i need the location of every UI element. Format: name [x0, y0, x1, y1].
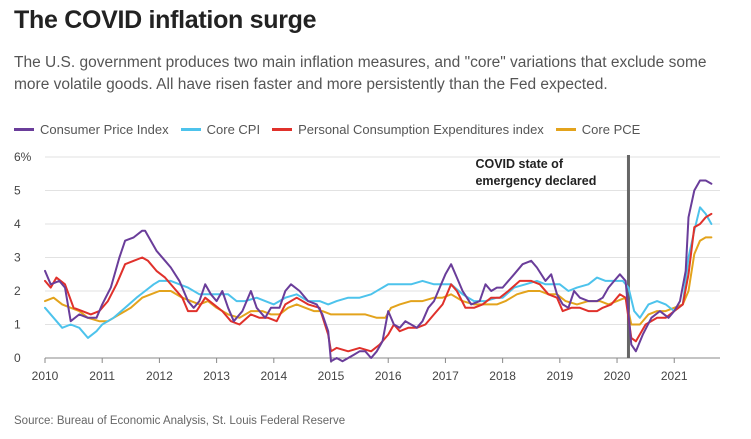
y-tick-label: 2 — [14, 284, 21, 298]
core-cpi-line — [44, 206, 713, 339]
legend-label-core-cpi: Core CPI — [206, 121, 261, 137]
legend-label-cpi: Consumer Price Index — [40, 121, 169, 137]
x-tick-label: 2018 — [489, 369, 516, 383]
x-tick-label: 2019 — [546, 369, 573, 383]
legend-swatch-cpi — [14, 127, 34, 131]
x-tick-label: 2014 — [260, 369, 287, 383]
y-tick-label: 6% — [14, 150, 32, 164]
cpi-line — [44, 179, 713, 363]
chart-legend: Consumer Price Index Core CPI Personal C… — [14, 120, 652, 138]
legend-label-core-pce: Core PCE — [581, 121, 641, 137]
x-tick-label: 2010 — [32, 369, 59, 383]
legend-swatch-core-pce — [555, 127, 576, 131]
source-note: Source: Bureau of Economic Analysis, St.… — [14, 415, 346, 427]
y-tick-label: 5 — [14, 184, 21, 198]
chart-subtitle: The U.S. government produces two main in… — [14, 54, 707, 93]
annotation-text: COVID state of — [475, 157, 563, 171]
legend-item-core-cpi: Core CPI — [180, 121, 261, 137]
x-tick-label: 2021 — [661, 369, 688, 383]
x-tick-label: 2015 — [318, 369, 345, 383]
legend-item-pce: Personal Consumption Expenditures index — [272, 122, 544, 137]
line-chart: 0 1 2 3 4 5 6% 2010 2011 2012 2013 2014 2015 2016 2017… — [14, 150, 720, 383]
y-tick-label: 1 — [14, 318, 21, 332]
legend-label-pce: Personal Consumption Expenditures index — [298, 121, 544, 137]
chart-title: The COVID inflation surge — [14, 6, 317, 34]
annotation-text: emergency declared — [475, 174, 596, 188]
y-tick-label: 0 — [14, 351, 21, 365]
legend-item-core-pce: Core PCE — [555, 121, 641, 137]
legend-swatch-pce — [272, 127, 293, 131]
x-tick-label: 2012 — [146, 369, 173, 383]
legend-swatch-core-cpi — [180, 127, 201, 131]
x-tick-label: 2020 — [604, 369, 631, 383]
x-tick-label: 2011 — [89, 369, 115, 383]
x-tick-label: 2013 — [203, 369, 230, 383]
y-tick-label: 3 — [14, 251, 21, 265]
x-tick-label: 2017 — [432, 369, 459, 383]
pce-line — [44, 212, 713, 353]
legend-item-cpi: Consumer Price Index — [14, 122, 169, 137]
x-tick-label: 2016 — [375, 369, 402, 383]
y-tick-label: 4 — [14, 217, 21, 231]
